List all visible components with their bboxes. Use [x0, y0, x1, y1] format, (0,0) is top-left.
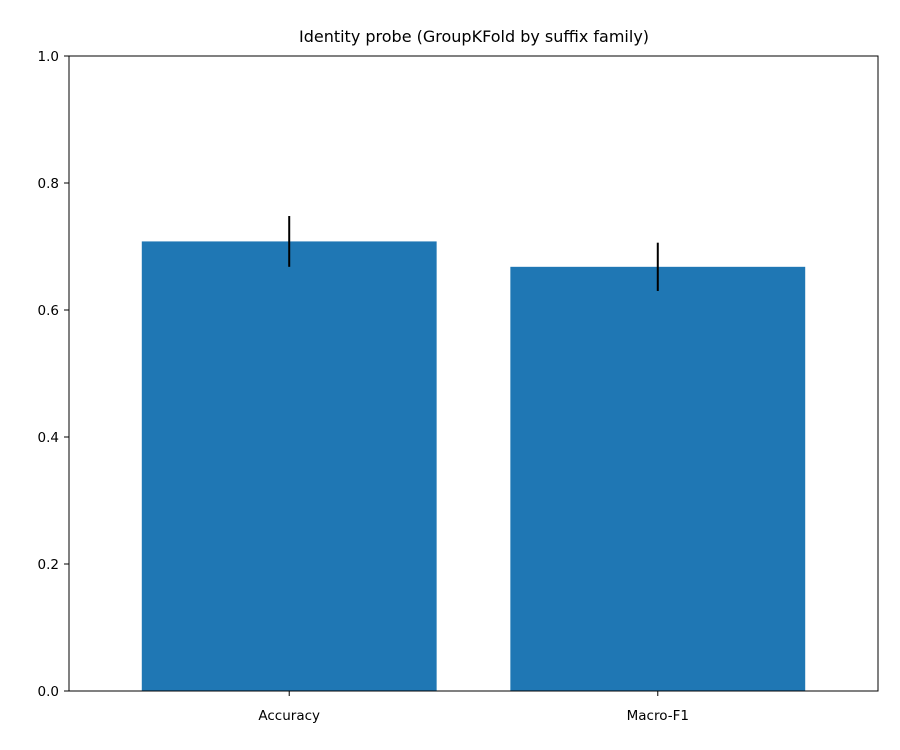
x-tick-label: Accuracy — [258, 708, 320, 724]
y-tick-label: 0.0 — [38, 684, 59, 700]
bar-macro-f1 — [510, 266, 806, 691]
bars-layer — [141, 241, 806, 692]
x-tick-label: Macro-F1 — [627, 708, 689, 724]
y-tick-label: 0.6 — [38, 303, 59, 319]
error-bars-layer — [288, 216, 659, 291]
plot-frame — [68, 55, 879, 692]
chart-title: Identity probe (GroupKFold by suffix fam… — [299, 27, 649, 46]
y-tick-label: 0.2 — [38, 557, 59, 573]
y-tick-label: 0.4 — [38, 430, 59, 446]
y-tick-label: 1.0 — [38, 49, 59, 65]
bar-accuracy — [141, 241, 437, 692]
y-tick-label: 0.8 — [38, 176, 59, 192]
axes-layer: Accuracy Macro-F1 0.0 0.2 0.4 0.6 0.8 1.0 — [38, 49, 879, 724]
